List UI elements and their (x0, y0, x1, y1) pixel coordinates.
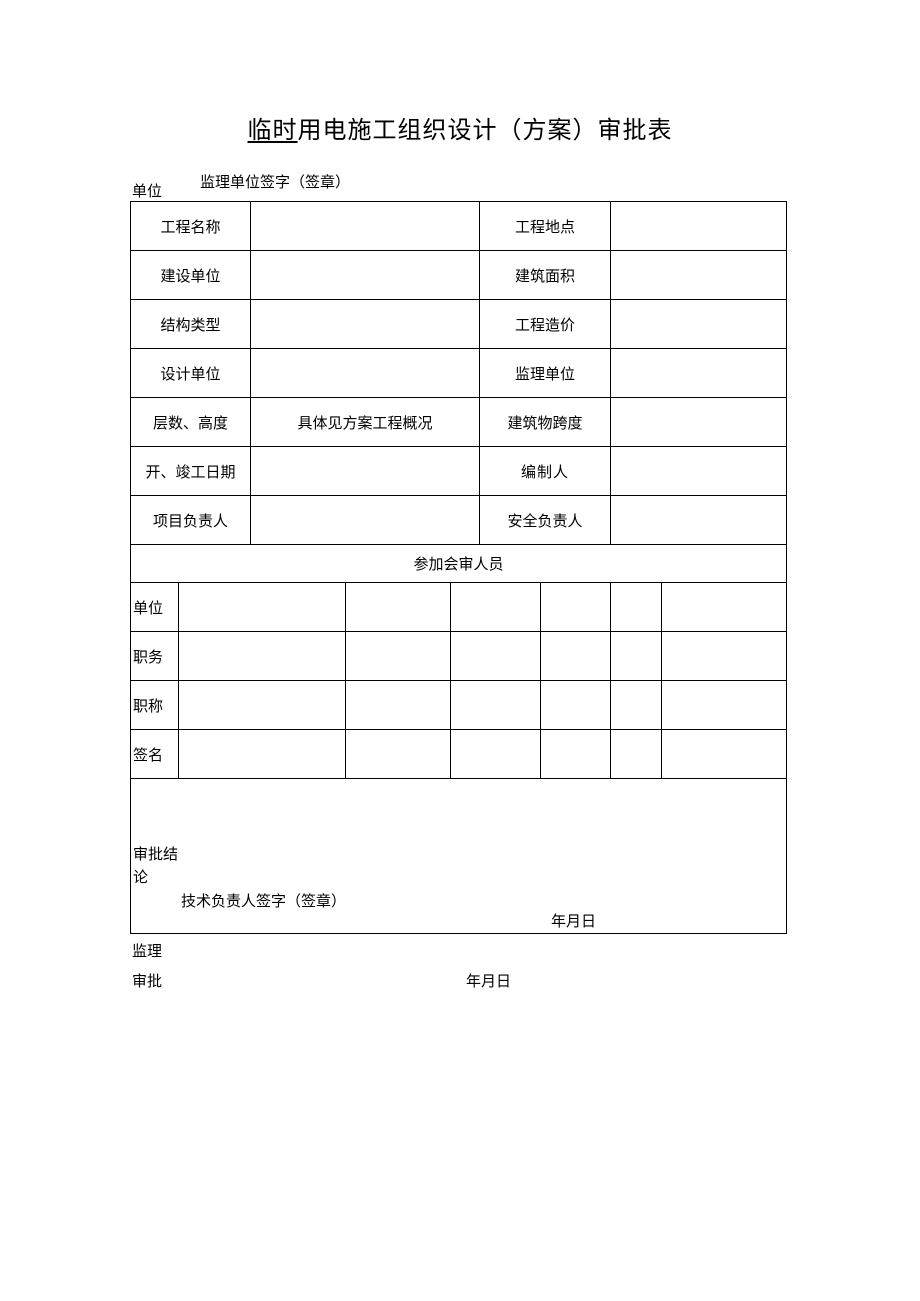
row-floors-height: 层数、高度 具体见方案工程概况 建筑物跨度 (131, 398, 787, 447)
value-building-area[interactable] (611, 251, 787, 300)
value-dates[interactable] (251, 447, 480, 496)
label-building-area: 建筑面积 (480, 251, 611, 300)
label-project-name: 工程名称 (131, 202, 251, 251)
label-reviewer-signature: 签名 (131, 730, 179, 779)
conclusion-label: 审批结论 (133, 844, 181, 889)
title-underlined: 临时 (248, 118, 298, 144)
label-safety-leader: 安全负责人 (480, 496, 611, 545)
row-construction-unit: 建设单位 建筑面积 (131, 251, 787, 300)
row-project-leader: 项目负责人 安全负责人 (131, 496, 787, 545)
row-project-name: 工程名称 工程地点 (131, 202, 787, 251)
label-reviewer-position: 职务 (131, 632, 179, 681)
row-design-unit: 设计单位 监理单位 (131, 349, 787, 398)
reviewer-title-2[interactable] (346, 681, 451, 730)
label-supervision-unit: 监理单位 (480, 349, 611, 398)
row-reviewer-signature: 签名 (131, 730, 787, 779)
approval-table: 工程名称 工程地点 建设单位 建筑面积 结构类型 工程造价 设计单位 监理单位 … (130, 201, 787, 934)
value-compiler[interactable] (611, 447, 787, 496)
value-floors-height: 具体见方案工程概况 (251, 398, 480, 447)
label-project-leader: 项目负责人 (131, 496, 251, 545)
form-title: 临时用电施工组织设计（方案）审批表 (130, 110, 790, 145)
reviewer-position-3[interactable] (451, 632, 541, 681)
value-structure-type[interactable] (251, 300, 480, 349)
reviewer-title-5[interactable] (611, 681, 662, 730)
header-row: 单位 监理单位签字（签章） (130, 175, 790, 201)
supervisor-signature-label: 监理单位签字（签章） (200, 171, 350, 192)
value-project-location[interactable] (611, 202, 787, 251)
footer-approval-label: 审批 (132, 970, 162, 991)
reviewer-signature-6[interactable] (662, 730, 787, 779)
unit-label: 单位 (132, 180, 162, 201)
reviewer-position-2[interactable] (346, 632, 451, 681)
reviewer-unit-5[interactable] (611, 583, 662, 632)
reviewers-header: 参加会审人员 (131, 545, 787, 583)
reviewer-unit-1[interactable] (179, 583, 346, 632)
value-project-leader[interactable] (251, 496, 480, 545)
row-conclusion: 审批结论 技术负责人签字（签章） 年月日 (131, 779, 787, 934)
label-reviewer-unit: 单位 (131, 583, 179, 632)
value-project-cost[interactable] (611, 300, 787, 349)
form-page: 临时用电施工组织设计（方案）审批表 单位 监理单位签字（签章） 工程名称 工程地… (0, 0, 920, 1000)
reviewer-signature-4[interactable] (541, 730, 611, 779)
label-design-unit: 设计单位 (131, 349, 251, 398)
value-project-name[interactable] (251, 202, 480, 251)
label-project-location: 工程地点 (480, 202, 611, 251)
reviewer-signature-2[interactable] (346, 730, 451, 779)
label-building-span: 建筑物跨度 (480, 398, 611, 447)
reviewer-signature-1[interactable] (179, 730, 346, 779)
label-dates: 开、竣工日期 (131, 447, 251, 496)
title-rest: 用电施工组织设计（方案）审批表 (298, 118, 673, 144)
row-structure-type: 结构类型 工程造价 (131, 300, 787, 349)
value-building-span[interactable] (611, 398, 787, 447)
reviewer-signature-3[interactable] (451, 730, 541, 779)
value-safety-leader[interactable] (611, 496, 787, 545)
footer-supervision-label: 监理 (132, 940, 162, 961)
footer-date-label: 年月日 (466, 970, 511, 991)
reviewer-signature-5[interactable] (611, 730, 662, 779)
reviewer-title-4[interactable] (541, 681, 611, 730)
conclusion-date-label: 年月日 (551, 910, 596, 931)
row-reviewer-position: 职务 (131, 632, 787, 681)
value-design-unit[interactable] (251, 349, 480, 398)
reviewer-position-4[interactable] (541, 632, 611, 681)
row-reviewer-title: 职称 (131, 681, 787, 730)
label-project-cost: 工程造价 (480, 300, 611, 349)
reviewer-position-6[interactable] (662, 632, 787, 681)
reviewer-unit-3[interactable] (451, 583, 541, 632)
reviewer-unit-4[interactable] (541, 583, 611, 632)
label-construction-unit: 建设单位 (131, 251, 251, 300)
label-floors-height: 层数、高度 (131, 398, 251, 447)
row-reviewer-unit: 单位 (131, 583, 787, 632)
row-reviewers-header: 参加会审人员 (131, 545, 787, 583)
value-supervision-unit[interactable] (611, 349, 787, 398)
conclusion-cell[interactable]: 审批结论 技术负责人签字（签章） 年月日 (131, 779, 787, 934)
reviewer-title-3[interactable] (451, 681, 541, 730)
reviewer-unit-2[interactable] (346, 583, 451, 632)
reviewer-position-1[interactable] (179, 632, 346, 681)
reviewer-unit-6[interactable] (662, 583, 787, 632)
value-construction-unit[interactable] (251, 251, 480, 300)
tech-leader-signature-label: 技术负责人签字（签章） (181, 890, 346, 911)
reviewer-title-1[interactable] (179, 681, 346, 730)
label-structure-type: 结构类型 (131, 300, 251, 349)
footer-block: 监理 审批 年月日 (130, 940, 790, 1000)
label-compiler: 编制人 (480, 447, 611, 496)
reviewer-title-6[interactable] (662, 681, 787, 730)
label-reviewer-title: 职称 (131, 681, 179, 730)
row-dates: 开、竣工日期 编制人 (131, 447, 787, 496)
reviewer-position-5[interactable] (611, 632, 662, 681)
